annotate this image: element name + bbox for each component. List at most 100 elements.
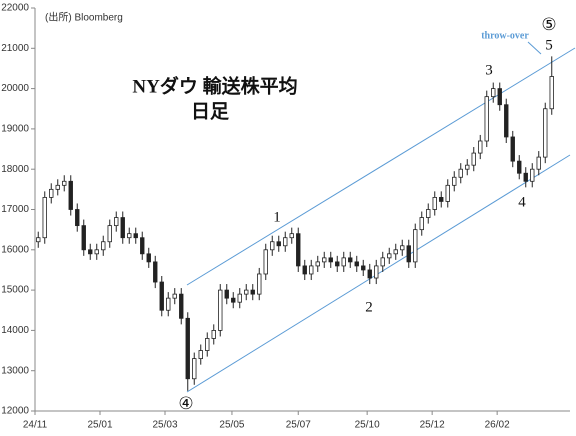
candle-body — [309, 265, 314, 275]
candle-body — [400, 245, 405, 251]
candle-body — [49, 188, 54, 198]
x-tick-label: 25/01 — [87, 420, 112, 431]
candle-body — [432, 197, 437, 210]
candle-body — [81, 225, 86, 251]
candle-body — [367, 269, 372, 279]
candle-body — [348, 257, 353, 263]
candle-body — [536, 156, 541, 170]
candle-body — [419, 217, 424, 231]
candle-body — [224, 289, 229, 299]
candle-body — [114, 217, 119, 227]
candle-body — [393, 249, 398, 255]
candle-body — [523, 172, 528, 182]
candle-body — [231, 297, 236, 303]
candle-body — [42, 197, 47, 239]
channel-lower — [186, 154, 571, 393]
candle-body — [497, 88, 502, 106]
candle-body — [68, 180, 73, 210]
candle-body — [218, 289, 223, 331]
candle-body — [426, 209, 431, 218]
wave-label: 2 — [365, 299, 373, 315]
x-tick-label: 25/03 — [152, 420, 177, 431]
candle-body — [244, 289, 249, 295]
candle-body — [55, 184, 60, 190]
candle-body — [504, 104, 509, 138]
candle-body — [75, 209, 80, 227]
candle-body — [328, 257, 333, 263]
arrow — [527, 41, 542, 55]
candle-body — [465, 164, 470, 170]
candle-body — [478, 140, 483, 154]
candle-body — [374, 265, 379, 279]
y-tick-label: 18000 — [1, 164, 29, 175]
x-tick-label: 24/11 — [23, 420, 48, 431]
candle-body — [458, 168, 463, 178]
y-tick-label: 16000 — [1, 244, 29, 255]
candle-body — [380, 257, 385, 267]
source: (出所) Bloomberg — [45, 11, 123, 24]
candle-body — [172, 293, 177, 299]
candle-body — [276, 241, 281, 247]
x-tick-label: 25/05 — [219, 420, 244, 431]
candle-body — [237, 293, 242, 303]
x-tick-label: 25/10 — [355, 420, 380, 431]
wave-label: 3 — [485, 62, 493, 78]
candle-body — [36, 237, 41, 243]
candle-body — [387, 253, 392, 259]
candle-body — [166, 297, 171, 311]
candle-body — [471, 152, 476, 166]
candle-body — [484, 96, 489, 142]
candle-body — [94, 249, 99, 255]
annotation: throw-over — [481, 30, 529, 41]
candle-body — [354, 261, 359, 267]
candle-body — [107, 225, 112, 243]
candle-body — [296, 233, 301, 267]
candle-body — [140, 237, 145, 255]
candle-body — [179, 293, 184, 319]
wave-label: ④ — [178, 394, 193, 413]
candle-body — [406, 245, 411, 263]
x-tick-label: 25/12 — [420, 420, 445, 431]
wave-label: ⑤ — [541, 15, 556, 34]
candle-body — [289, 233, 294, 239]
candle-body — [335, 261, 340, 267]
candle-body — [257, 273, 262, 295]
candle-body — [452, 176, 457, 186]
y-tick-label: 20000 — [1, 83, 29, 94]
chart-title: NYダウ 輸送株平均 — [132, 74, 297, 97]
candle-body — [120, 217, 125, 239]
candle-body — [185, 317, 190, 380]
candle-body — [127, 233, 132, 239]
candle-body — [315, 261, 320, 267]
wave-label: 5 — [545, 37, 553, 53]
y-tick-label: 22000 — [1, 3, 29, 14]
candle-body — [322, 257, 327, 263]
wave-label: 4 — [518, 194, 526, 210]
candle-body — [159, 281, 164, 311]
candle-body — [146, 253, 151, 263]
candle-body — [439, 197, 444, 202]
candle-body — [198, 350, 203, 360]
y-tick-label: 17000 — [1, 204, 29, 215]
y-tick-label: 13000 — [1, 365, 29, 376]
candle-body — [510, 136, 515, 162]
candle-body — [250, 289, 255, 295]
candle-body — [543, 108, 548, 158]
candle-body — [192, 358, 197, 380]
candle-body — [361, 265, 366, 271]
y-tick-label: 14000 — [1, 325, 29, 336]
y-tick-label: 12000 — [1, 406, 29, 417]
wave-label: 1 — [273, 209, 281, 225]
y-tick-label: 21000 — [1, 43, 29, 54]
y-tick-label: 15000 — [1, 285, 29, 296]
candle-body — [133, 233, 138, 239]
candle-body — [341, 257, 346, 267]
candle-body — [517, 160, 522, 174]
candle-body — [62, 180, 67, 186]
candle-body — [205, 338, 210, 351]
candle-body — [530, 168, 535, 182]
candle-body — [283, 237, 288, 247]
candle-body — [413, 229, 418, 263]
chart-subtitle: 日足 — [191, 100, 230, 122]
